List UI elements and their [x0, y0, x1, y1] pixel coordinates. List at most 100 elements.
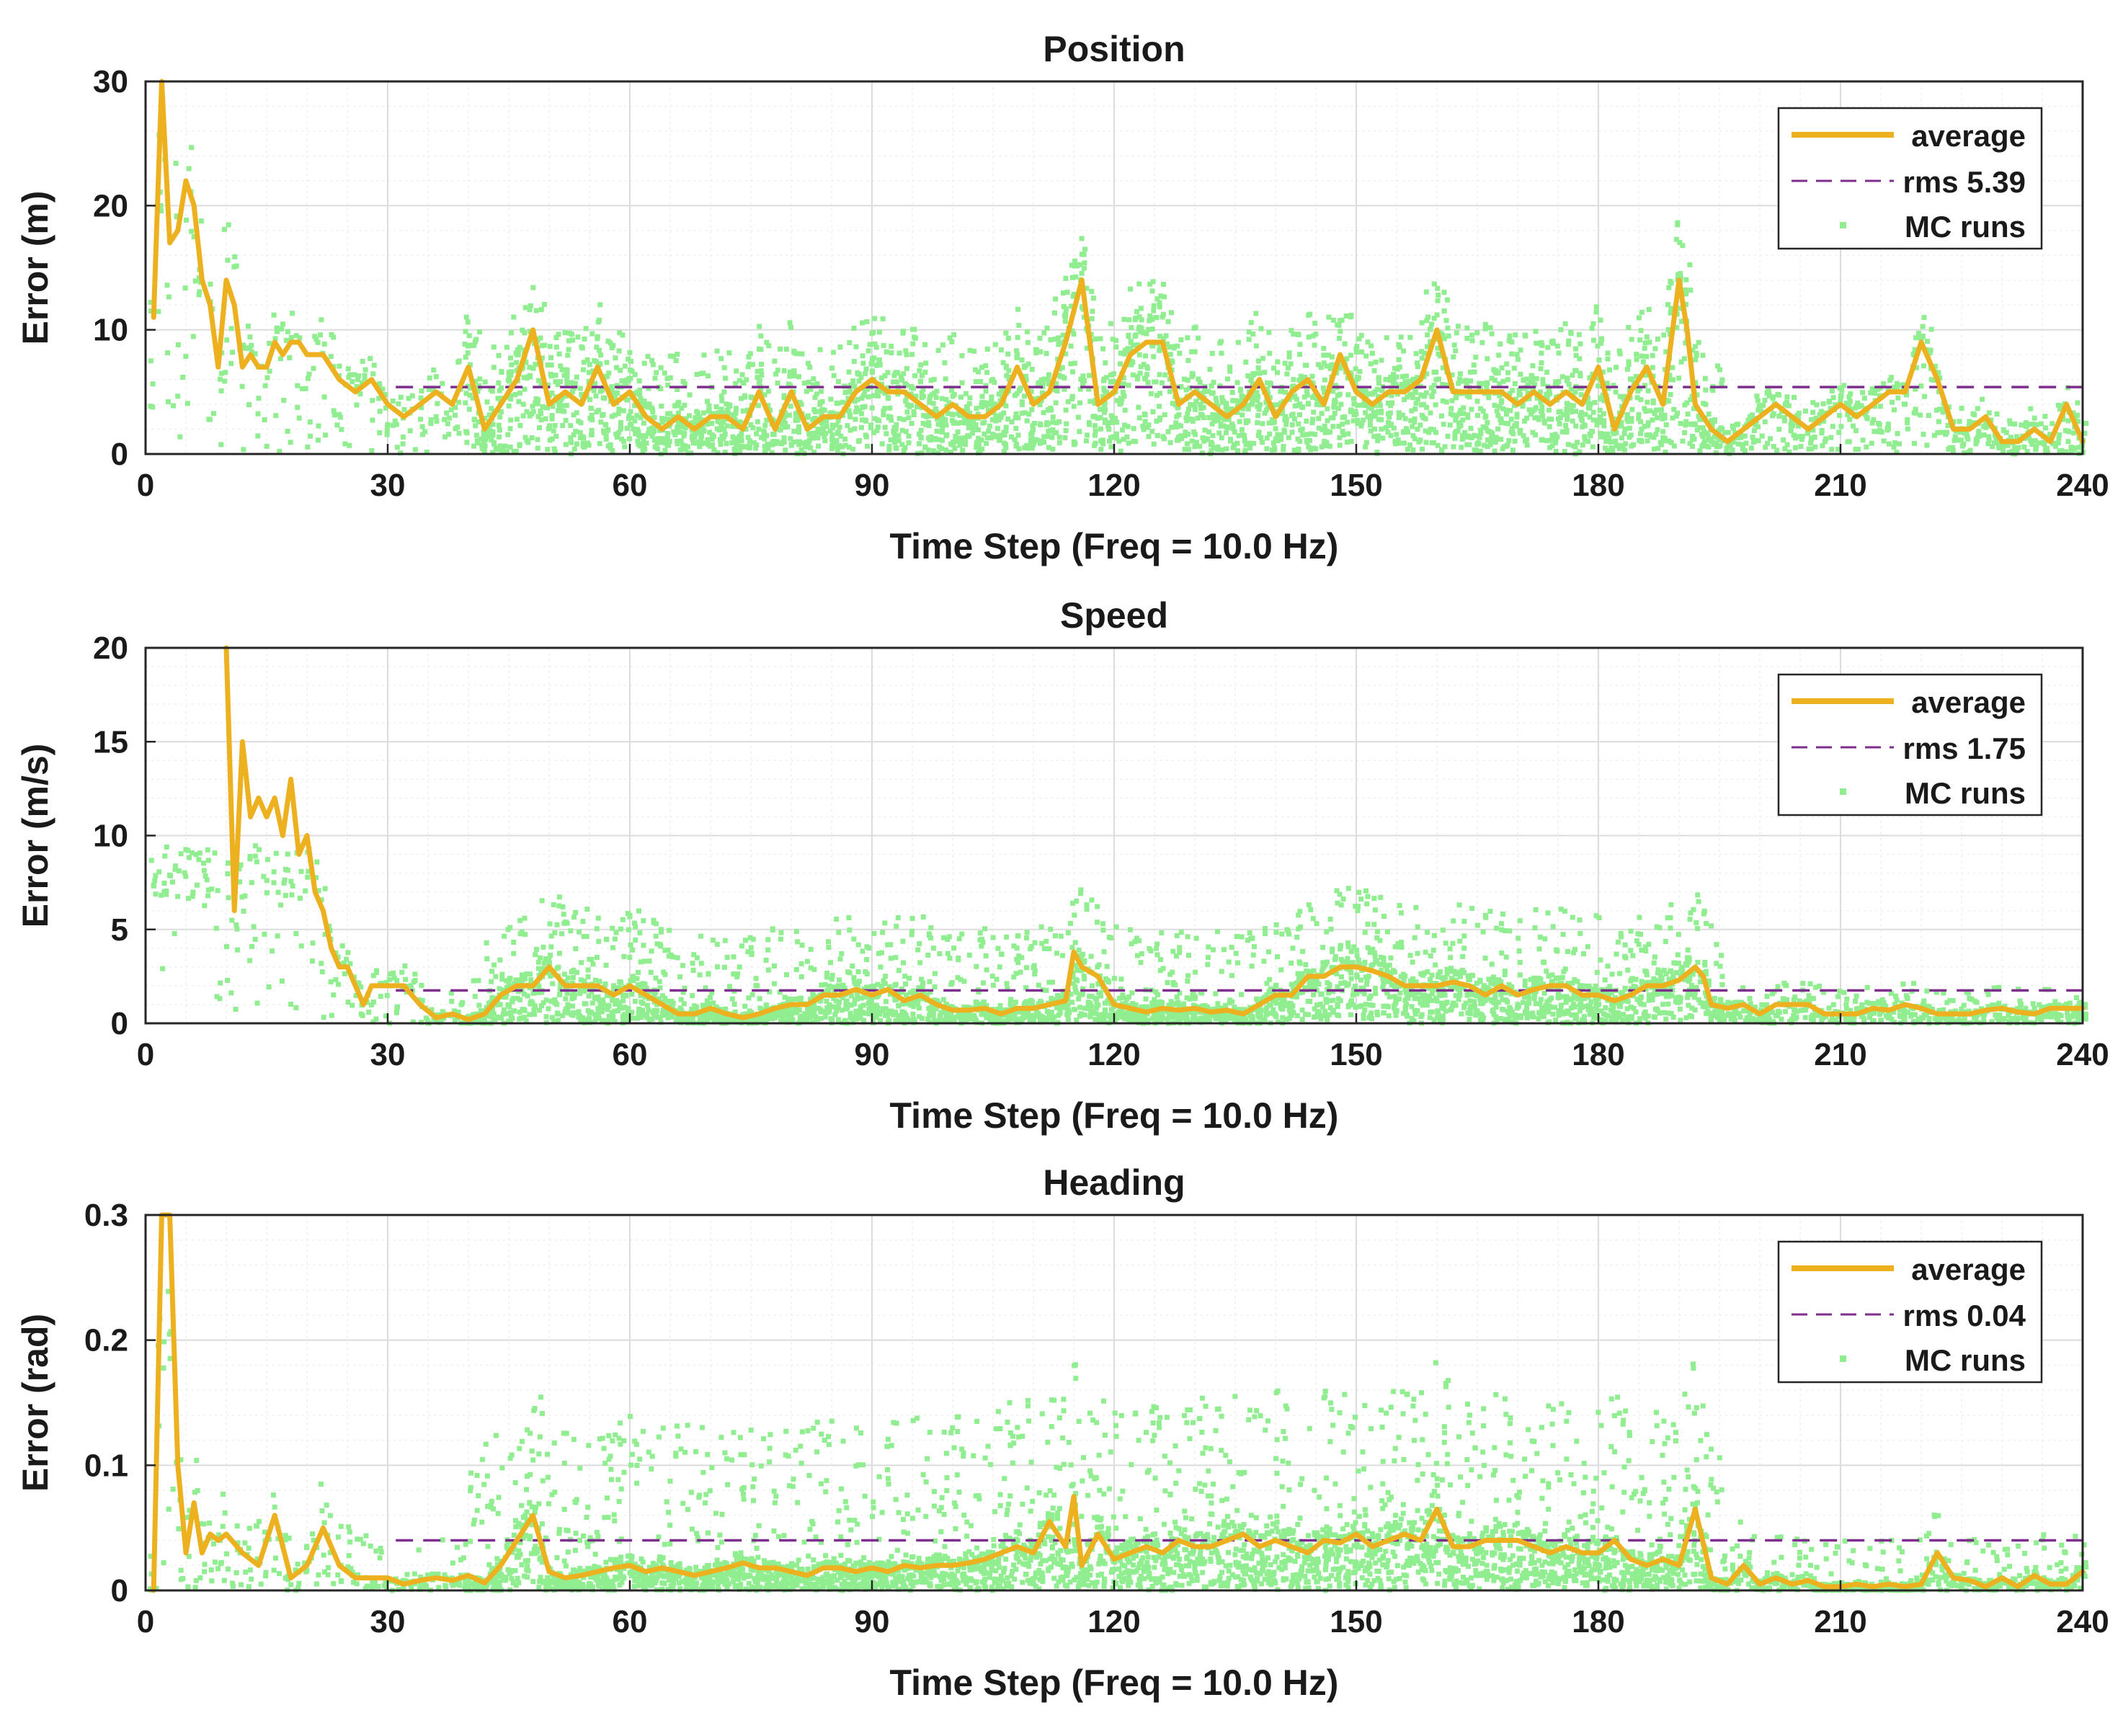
position-mc-point — [1147, 281, 1153, 287]
position-mc-point — [2044, 445, 2049, 451]
position-mc-point — [1445, 433, 1451, 439]
position-mc-point — [1189, 402, 1195, 408]
position-mc-point — [1911, 410, 1917, 416]
position-mc-point — [1161, 336, 1167, 342]
position-mc-point — [1837, 413, 1843, 418]
position-mc-point — [581, 367, 586, 373]
position-mc-point — [1080, 373, 1086, 379]
position-mc-point — [1449, 372, 1455, 378]
position-mc-point — [1398, 334, 1404, 340]
position-mc-point — [418, 395, 424, 401]
position-mc-point — [917, 368, 922, 373]
position-mc-point — [1975, 406, 1980, 411]
position-mc-point — [597, 441, 602, 446]
position-mc-point — [1165, 429, 1171, 435]
position-mc-point — [1570, 403, 1576, 409]
position-mc-point — [2000, 442, 2006, 448]
position-mc-point — [1092, 401, 1098, 406]
position-mc-point — [984, 435, 990, 440]
position-mc-point — [747, 351, 753, 357]
position-mc-point — [1665, 302, 1670, 308]
position-mc-point — [1012, 437, 1018, 442]
position-mc-point — [1655, 427, 1660, 432]
position-mc-point — [150, 404, 156, 410]
position-mc-point — [811, 407, 817, 412]
position-mc-point — [246, 402, 252, 408]
position-mc-point — [1580, 424, 1585, 429]
position-mc-point — [1210, 411, 1216, 417]
position-mc-point — [1145, 380, 1151, 386]
position-mc-point — [2000, 427, 2006, 432]
position-mc-point — [835, 378, 841, 384]
speed-mc-point — [587, 956, 592, 962]
position-mc-point — [1553, 379, 1559, 385]
position-mc-point — [1504, 411, 1509, 417]
position-mc-point — [1675, 220, 1681, 226]
position-mc-point — [1419, 402, 1424, 408]
position-mc-point — [1169, 310, 1174, 316]
position-mc-point — [1454, 393, 1459, 399]
position-mc-point — [407, 428, 413, 434]
speed-mc-point — [452, 1008, 458, 1014]
position-mc-point — [1342, 414, 1348, 419]
position-mc-point — [1417, 422, 1423, 428]
position-mc-point — [1312, 432, 1318, 437]
position-mc-point — [1338, 401, 1344, 407]
position-mc-point — [1436, 376, 1442, 382]
speed-mc-point — [161, 881, 167, 886]
position-mc-point — [1258, 435, 1264, 440]
position-mc-point — [1745, 417, 1751, 423]
position-mc-point — [2023, 424, 2029, 429]
position-mc-point — [1327, 443, 1332, 449]
position-mc-point — [1921, 315, 1927, 320]
speed-mc-point — [513, 977, 519, 983]
position-mc-point — [1317, 425, 1322, 431]
position-mc-point — [1468, 369, 1473, 375]
position-mc-point — [817, 347, 823, 352]
position-mc-point — [166, 294, 172, 300]
position-mc-point — [1046, 372, 1051, 378]
position-mc-point — [771, 439, 777, 444]
position-mc-point — [1653, 432, 1659, 437]
position-mc-point — [1165, 319, 1171, 324]
position-mc-point — [1405, 429, 1410, 435]
position-mc-point — [1644, 438, 1650, 444]
position-mc-point — [1250, 372, 1256, 378]
position-mc-point — [1309, 420, 1315, 426]
speed-mc-point — [368, 1002, 374, 1007]
position-mc-point — [1688, 397, 1693, 403]
position-mc-point — [1103, 375, 1109, 380]
position-mc-point — [1628, 432, 1634, 438]
position-mc-point — [453, 412, 458, 418]
position-mc-point — [1861, 396, 1867, 401]
speed-mc-point — [517, 1010, 522, 1015]
position-mc-point — [840, 399, 845, 405]
position-mc-point — [783, 420, 788, 426]
position-mc-point — [1820, 419, 1826, 424]
position-mc-point — [1681, 356, 1687, 362]
position-mc-point — [1826, 399, 1832, 405]
position-mc-point — [1136, 314, 1142, 320]
position-mc-point — [859, 396, 865, 401]
position-mc-point — [1598, 396, 1604, 402]
speed-mc-point — [252, 853, 258, 859]
position-mc-point — [847, 388, 853, 394]
position-mc-point — [1690, 434, 1696, 439]
position-mc-point — [1103, 360, 1108, 365]
position-mc-point — [1332, 411, 1338, 417]
speed-mc-point — [282, 893, 288, 899]
position-mc-point — [1524, 376, 1530, 382]
position-mc-point — [1869, 420, 1875, 426]
speed-mc-point — [552, 997, 558, 1002]
speed-mc-point — [536, 989, 542, 995]
position-mc-point — [1753, 422, 1758, 428]
position-mc-point — [1724, 445, 1730, 451]
position-mc-point — [1539, 437, 1545, 442]
position-mc-point — [463, 391, 469, 396]
position-mc-point — [762, 436, 767, 442]
position-mc-point — [1106, 427, 1112, 432]
position-mc-point — [734, 406, 739, 411]
position-mc-point — [1251, 440, 1257, 446]
position-mc-point — [1072, 274, 1078, 280]
position-mc-point — [871, 429, 877, 435]
